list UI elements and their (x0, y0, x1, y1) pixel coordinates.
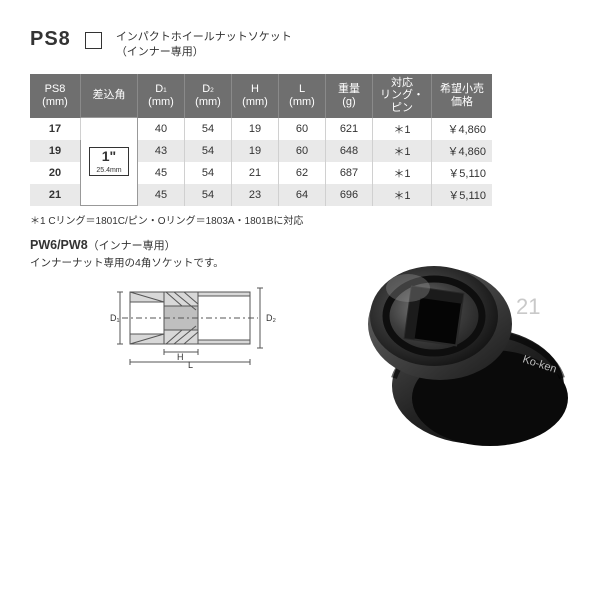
cell-d2: 54 (185, 118, 232, 140)
cell-size: 20 (30, 162, 81, 184)
cell-l: 62 (279, 162, 326, 184)
cell-h: 23 (232, 184, 279, 206)
cell-l: 60 (279, 140, 326, 162)
column-header: D2(mm) (185, 74, 232, 118)
cell-size: 19 (30, 140, 81, 162)
cell-ring: ＊1 (373, 140, 432, 162)
cell-g: 648 (326, 140, 373, 162)
diagram-label-d1: D₁ (110, 313, 120, 323)
column-header: 差込角 (81, 74, 138, 118)
cell-g: 696 (326, 184, 373, 206)
product-header: PS8 インパクトホイールナットソケット （インナー専用） (30, 28, 570, 60)
cell-d1: 43 (138, 140, 185, 162)
cell-ring: ＊1 (373, 162, 432, 184)
cell-h: 21 (232, 162, 279, 184)
diagram-label-h: H (177, 352, 184, 362)
column-header: PS8(mm) (30, 74, 81, 118)
cell-g: 621 (326, 118, 373, 140)
cell-size: 21 (30, 184, 81, 206)
square-drive-icon (85, 32, 102, 49)
cell-h: 19 (232, 140, 279, 162)
spec-table: PS8(mm)差込角D1(mm)D2(mm)H(mm)L(mm)重量(g)対応リ… (30, 74, 492, 206)
cell-d1: 40 (138, 118, 185, 140)
cell-l: 60 (279, 118, 326, 140)
cell-d1: 45 (138, 184, 185, 206)
diagram-label-d2: D₂ (266, 313, 276, 323)
product-code: PS8 (30, 28, 71, 51)
cell-l: 64 (279, 184, 326, 206)
cell-size: 17 (30, 118, 81, 140)
cross-section-diagram: D₁ D₂ H L (110, 278, 300, 368)
cell-drive: 1"25.4mm (81, 118, 138, 206)
cell-h: 19 (232, 118, 279, 140)
column-header: D1(mm) (138, 74, 185, 118)
diagram-label-l: L (188, 360, 193, 368)
cell-d2: 54 (185, 162, 232, 184)
cell-d1: 45 (138, 162, 185, 184)
cell-ring: ＊1 (373, 118, 432, 140)
table-row: 171"25.4mm40541960621＊1￥4,860 (30, 118, 492, 140)
cell-ring: ＊1 (373, 184, 432, 206)
cell-price: ￥4,860 (432, 140, 493, 162)
cell-d2: 54 (185, 140, 232, 162)
cell-price: ￥5,110 (432, 162, 493, 184)
cell-d2: 54 (185, 184, 232, 206)
column-header: 対応リング・ピン (373, 74, 432, 118)
column-header: L(mm) (279, 74, 326, 118)
size-mark: 21 (516, 294, 540, 319)
cell-price: ￥5,110 (432, 184, 493, 206)
column-header: H(mm) (232, 74, 279, 118)
column-header: 希望小売価格 (432, 74, 493, 118)
product-photo: 21 Ko-ken (340, 228, 570, 458)
footnote: ＊1 Cリング＝1801C/ピン・Oリング＝1803A・1801Bに対応 (30, 212, 570, 227)
column-header: 重量(g) (326, 74, 373, 118)
cell-g: 687 (326, 162, 373, 184)
product-title: インパクトホイールナットソケット （インナー専用） (116, 30, 292, 60)
cell-price: ￥4,860 (432, 118, 493, 140)
